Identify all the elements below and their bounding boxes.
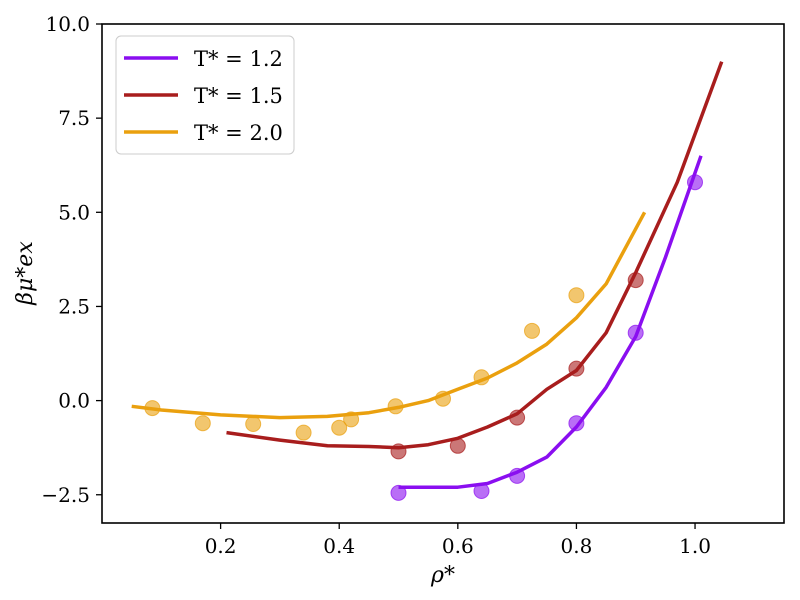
legend-label-3: T* = 2.0 [194, 121, 283, 145]
legend: T* = 1.2 T* = 1.5 T* = 2.0 [115, 35, 295, 155]
y-axis-label: βμ*ex [13, 241, 38, 306]
y-tick-label: 10.0 [45, 12, 90, 36]
series-1-line [398, 155, 703, 489]
plot-frame [101, 23, 785, 524]
series-3-line [131, 211, 647, 420]
y-tick-label: 5.0 [58, 200, 90, 224]
legend-box [115, 35, 295, 155]
series-3-point-2 [194, 415, 211, 432]
legend-label-2: T* = 1.5 [194, 84, 283, 108]
x-tick-label: 0.8 [561, 534, 593, 558]
series-3-point-4 [295, 424, 312, 441]
x-tick-label: 0.2 [205, 534, 237, 558]
x-tick-label: 0.6 [442, 534, 474, 558]
series-2 [226, 61, 724, 460]
series-3-point-3 [245, 416, 262, 432]
series-1 [390, 155, 703, 501]
y-tick-label: 7.5 [58, 106, 90, 130]
y-tick-label: 0.0 [58, 389, 90, 413]
x-axis-label: ρ* [430, 563, 455, 588]
series-3-point-5 [331, 419, 348, 436]
plot-area [131, 61, 724, 501]
axis-ticks: 0.2 0.4 0.6 0.8 1.0 −2.5 0.0 2.5 5.0 7.5 10.0 [41, 12, 711, 558]
y-tick-label: −2.5 [41, 483, 90, 507]
series-1-point-1 [390, 484, 407, 501]
x-tick-label: 0.4 [323, 534, 355, 558]
series-3-point-11 [568, 287, 585, 304]
y-tick-label: 2.5 [58, 294, 90, 318]
series-3 [131, 211, 647, 441]
series-3-point-10 [524, 322, 540, 339]
legend-label-1: T* = 1.2 [194, 47, 283, 71]
x-tick-label: 1.0 [679, 534, 711, 558]
series-2-line [226, 61, 724, 450]
